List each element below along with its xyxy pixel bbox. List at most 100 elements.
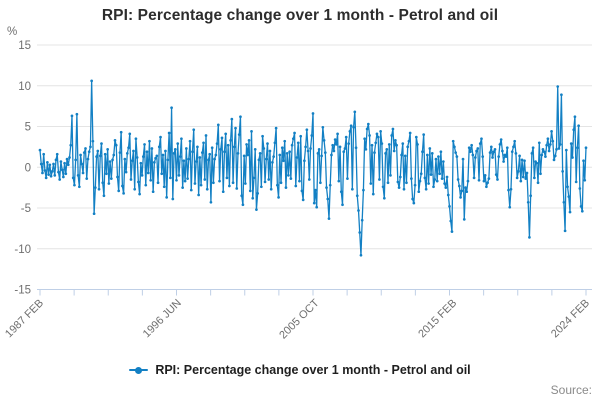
series-point [523,159,526,163]
series-point [445,175,449,179]
series-point [128,132,132,136]
series-point [150,147,154,150]
series-point [309,147,312,150]
series-point [307,178,311,181]
series-point [528,235,531,239]
series-point [80,162,84,166]
series-point [332,149,336,153]
series-point [101,181,105,185]
series-point [440,177,444,181]
series-point [573,115,577,119]
series-point [218,179,221,183]
series-point [84,147,87,150]
series-point [507,188,510,192]
series-point [108,160,112,163]
series-point [262,147,266,150]
series-point [52,162,55,166]
series-point [151,190,155,194]
series-point [487,177,491,181]
series-point [403,154,407,158]
series-point [362,188,365,192]
series-point [207,158,210,162]
series-point [407,139,411,143]
series-point [224,132,228,136]
series-point [245,143,248,146]
series-point [132,149,135,153]
series-point [423,176,427,180]
series-point [209,200,213,204]
series-point [371,192,375,196]
series-point [258,152,262,155]
series-point [221,190,225,194]
series-point [378,178,381,181]
series-point [480,137,483,141]
series-point [312,201,316,205]
series-point [568,210,572,214]
series-point [560,93,563,97]
series-point [437,155,440,159]
series-point [540,153,544,157]
series-point [472,176,476,180]
series-point [387,143,391,146]
series-point [489,145,493,149]
series-point [346,177,349,181]
series-point [288,150,291,154]
series-point [344,135,348,139]
series-point [109,177,113,181]
series-point [178,155,182,159]
series-point [381,185,385,189]
series-point [106,147,109,151]
series-point [149,178,153,182]
series-point [316,152,320,155]
series-point [558,143,562,146]
series-point [519,179,523,183]
series-point [285,152,289,155]
series-point [100,142,103,145]
series-point [239,115,242,119]
series-point [64,172,68,176]
series-point [38,148,42,152]
series-point [162,185,166,189]
series-point [477,178,481,182]
series-point [482,179,486,183]
series-point [466,179,470,183]
series-point [557,147,561,150]
series-point [140,174,144,177]
series-point [471,153,475,157]
series-point [469,150,472,154]
series-point [475,149,478,153]
series-point [125,152,129,155]
series-point [139,161,143,165]
series-point [155,154,159,158]
series-point [370,143,374,147]
series-point [235,187,239,190]
series-point [53,174,57,177]
series-point [349,124,353,128]
series-point [442,160,445,163]
series-point [564,148,568,152]
series-point [156,181,160,185]
series-point [180,137,183,141]
series-point [322,139,326,142]
series-point [253,147,257,151]
series-point [78,185,81,189]
series-point [146,171,150,175]
series-point [303,159,306,163]
series-point [130,159,134,163]
series-point [213,157,216,161]
series-point [533,176,536,180]
series-point [230,117,234,121]
series-point [343,147,347,150]
series-point [498,143,502,146]
series-point [296,141,300,145]
series-point [91,139,95,143]
series-point [380,142,384,145]
series-point [330,153,333,157]
series-point [333,138,337,141]
series-point [237,133,241,136]
series-point [260,185,263,189]
series-point [572,128,576,132]
series-point [561,169,564,173]
series-point [70,114,74,118]
series-point [196,145,199,149]
